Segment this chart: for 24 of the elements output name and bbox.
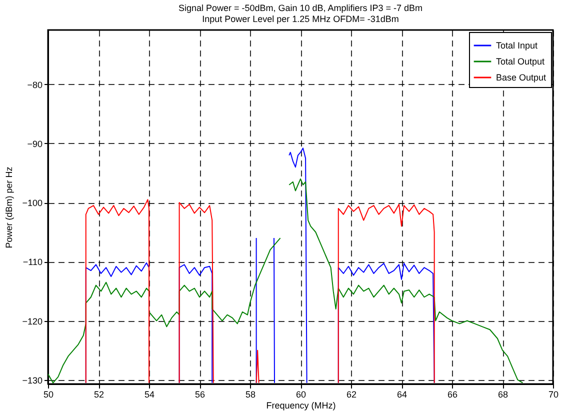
y-tick-label: −120 [22, 316, 42, 326]
x-tick-label: 60 [296, 390, 306, 400]
y-tick-label: −90 [27, 138, 42, 149]
y-axis-title: Power (dBm) per Hz [4, 166, 14, 248]
x-tick-label: 58 [245, 390, 256, 400]
y-tick-label: −80 [27, 80, 42, 90]
y-tick-label: −110 [22, 257, 42, 268]
y-tick-label: −130 [22, 375, 42, 386]
x-tick-label: 62 [346, 390, 357, 400]
x-tick-label: 52 [94, 390, 104, 400]
y-tick-label: −100 [22, 198, 42, 208]
chart-title: Signal Power = -50dBm, Gain 10 dB, Amplifiers IP3 = -7 dBm [178, 3, 423, 13]
x-tick-label: 70 [548, 390, 559, 400]
legend-label: Total Input [496, 40, 538, 50]
legend-label: Total Output [496, 56, 546, 66]
chart-subtitle: Input Power Level per 1.25 MHz OFDM= -31dBm [202, 14, 399, 24]
x-tick-label: 54 [144, 390, 155, 400]
x-axis-title: Frequency (MHz) [266, 400, 336, 410]
x-tick-label: 56 [194, 390, 206, 400]
x-tick-label: 68 [498, 390, 508, 400]
legend-label: Base Output [496, 72, 547, 82]
x-tick-label: 50 [43, 390, 54, 400]
x-tick-label: 64 [396, 390, 408, 400]
x-tick-label: 66 [447, 390, 458, 400]
